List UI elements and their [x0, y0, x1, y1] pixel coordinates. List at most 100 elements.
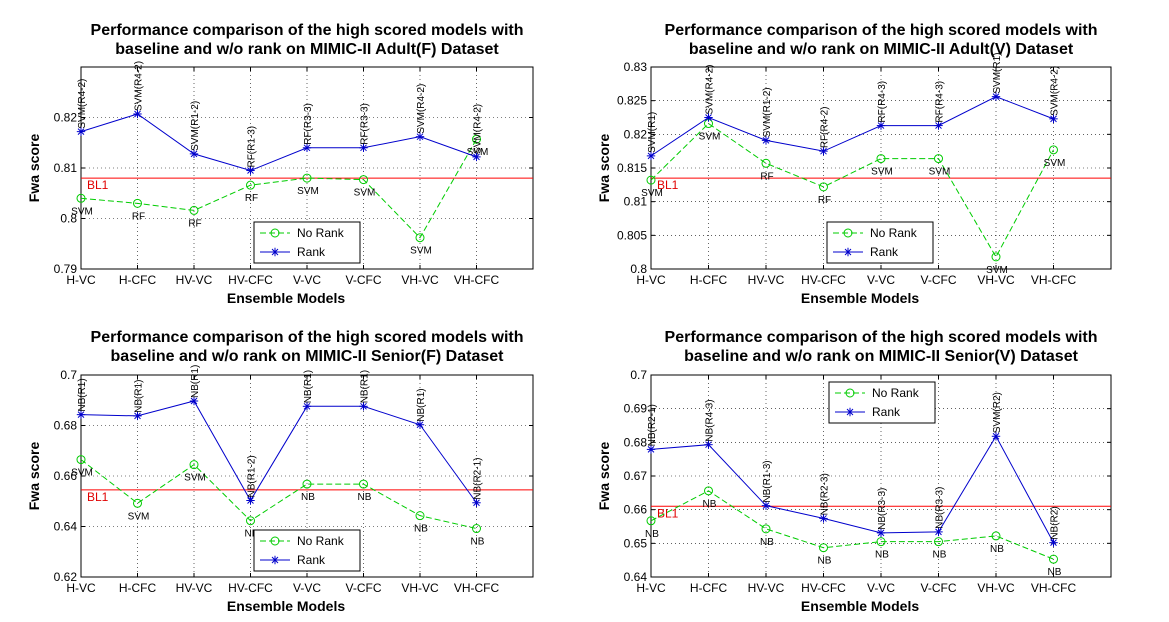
x-tick-label: HV-VC [176, 273, 213, 287]
data-point [133, 411, 142, 421]
x-axis-label: Ensemble Models [227, 598, 345, 614]
x-tick-label: H-CFC [119, 581, 157, 595]
y-tick-label: 0.7 [630, 368, 647, 382]
point-annotation: NB(R1) [134, 380, 145, 413]
x-tick-label: V-VC [293, 581, 321, 595]
x-axis-label: Ensemble Models [227, 290, 345, 306]
y-tick-label: 0.66 [54, 469, 78, 483]
chart-title-line-1: Performance comparison of the high score… [91, 329, 524, 346]
y-tick-label: 0.69 [624, 402, 648, 416]
point-annotation: NB [760, 537, 774, 548]
point-annotation: RF(R4-2) [820, 106, 831, 148]
data-point [819, 543, 828, 553]
baseline-label: BL1 [87, 178, 109, 192]
y-axis-label: Fwa score [26, 134, 42, 203]
y-tick-label: 0.805 [617, 228, 647, 242]
point-annotation: RF [760, 171, 773, 182]
chart-panel-4: Performance comparison of the high score… [596, 329, 1112, 614]
series-line [80, 400, 477, 504]
x-tick-label: H-CFC [690, 273, 728, 287]
chart-panel-2: Performance comparison of the high score… [596, 22, 1112, 306]
x-axis-label: Ensemble Models [801, 290, 919, 306]
y-tick-label: 0.79 [54, 262, 78, 276]
point-annotation: NB(R3-3) [935, 487, 946, 529]
legend-entry: Rank [297, 245, 326, 259]
data-point [359, 143, 368, 152]
point-annotation: SVM(R4-2) [77, 79, 88, 129]
data-point [819, 514, 828, 523]
point-annotation: SVM [354, 188, 376, 199]
data-point [302, 143, 312, 152]
series-no-rank: NB NB NB NB NB NB NB NB [645, 486, 1062, 578]
data-point [359, 175, 368, 185]
data-point [761, 136, 771, 145]
data-point [359, 479, 368, 489]
series-line [650, 122, 1054, 258]
point-annotation: RF(R4-3) [935, 81, 946, 123]
data-point [302, 479, 312, 489]
point-annotation: NB(R1-2) [247, 455, 258, 497]
point-annotation: SVM(R4-2) [416, 84, 427, 134]
y-tick-label: 0.64 [54, 520, 78, 534]
x-tick-label: HV-VC [748, 581, 785, 595]
point-annotation: SVM [467, 147, 489, 158]
data-point [359, 402, 368, 411]
data-point [761, 524, 771, 534]
legend-entry: Rank [872, 405, 901, 419]
point-annotation: SVM [871, 167, 893, 178]
x-tick-label: VH-CFC [1031, 581, 1077, 595]
point-annotation: RF [188, 218, 201, 229]
series-line [650, 96, 1054, 157]
legend-marker [270, 228, 280, 238]
x-tick-label: VH-CFC [1031, 273, 1077, 287]
chart-title-line-2: baseline and w/o rank on MIMIC-II Adult(… [115, 41, 499, 58]
point-annotation: NB(R2-1) [473, 458, 484, 500]
point-annotation: RF [818, 195, 831, 206]
x-tick-label: V-CFC [346, 273, 382, 287]
x-tick-label: H-VC [636, 581, 666, 595]
legend-marker [843, 228, 853, 238]
chart-title-line-1: Performance comparison of the high score… [91, 22, 524, 39]
data-point [76, 127, 86, 136]
legend-marker [845, 388, 855, 398]
legend-entry: Rank [870, 245, 899, 259]
point-annotation: SVM [1044, 158, 1066, 169]
y-axis-label: Fwa score [596, 134, 612, 203]
point-annotation: SVM [699, 132, 721, 143]
data-point [1049, 538, 1058, 547]
y-tick-label: 0.8 [630, 262, 647, 276]
point-annotation: NB [703, 499, 717, 510]
data-point [472, 152, 481, 162]
data-point [246, 496, 255, 505]
legend-entry: Rank [297, 553, 326, 567]
y-tick-label: 0.62 [54, 570, 78, 584]
x-tick-label: H-VC [66, 581, 96, 595]
y-tick-label: 0.68 [624, 435, 648, 449]
series-no-rank: SVM SVM RF RF SVM SVM SVM SVM [641, 119, 1066, 276]
data-point [133, 109, 142, 119]
point-annotation: SVM [71, 468, 93, 479]
data-point [991, 92, 1001, 101]
y-tick-label: 0.81 [54, 161, 78, 175]
data-point [302, 402, 312, 411]
data-point [246, 166, 255, 175]
point-annotation: SVM(R4-2) [1050, 66, 1061, 116]
point-annotation: NB(R3-3) [877, 488, 888, 530]
y-axis-label: Fwa score [26, 442, 42, 511]
legend-entry: No Rank [870, 226, 918, 240]
baseline-label: BL1 [657, 178, 679, 192]
point-annotation: SVM(R1) [647, 112, 658, 153]
x-tick-label: HV-CFC [228, 581, 273, 595]
data-point [415, 132, 425, 141]
x-tick-label: VH-VC [977, 581, 1015, 595]
data-point [246, 180, 255, 190]
legend-entry: No Rank [297, 226, 345, 240]
x-tick-label: H-VC [66, 273, 96, 287]
data-point [761, 501, 771, 510]
x-tick-label: H-VC [636, 273, 666, 287]
data-point [415, 420, 425, 429]
chart-title-line-2: baseline and w/o rank on MIMIC-II Senior… [111, 348, 505, 365]
x-tick-label: HV-CFC [801, 273, 846, 287]
data-point [189, 396, 199, 406]
x-tick-label: VH-CFC [454, 273, 500, 287]
